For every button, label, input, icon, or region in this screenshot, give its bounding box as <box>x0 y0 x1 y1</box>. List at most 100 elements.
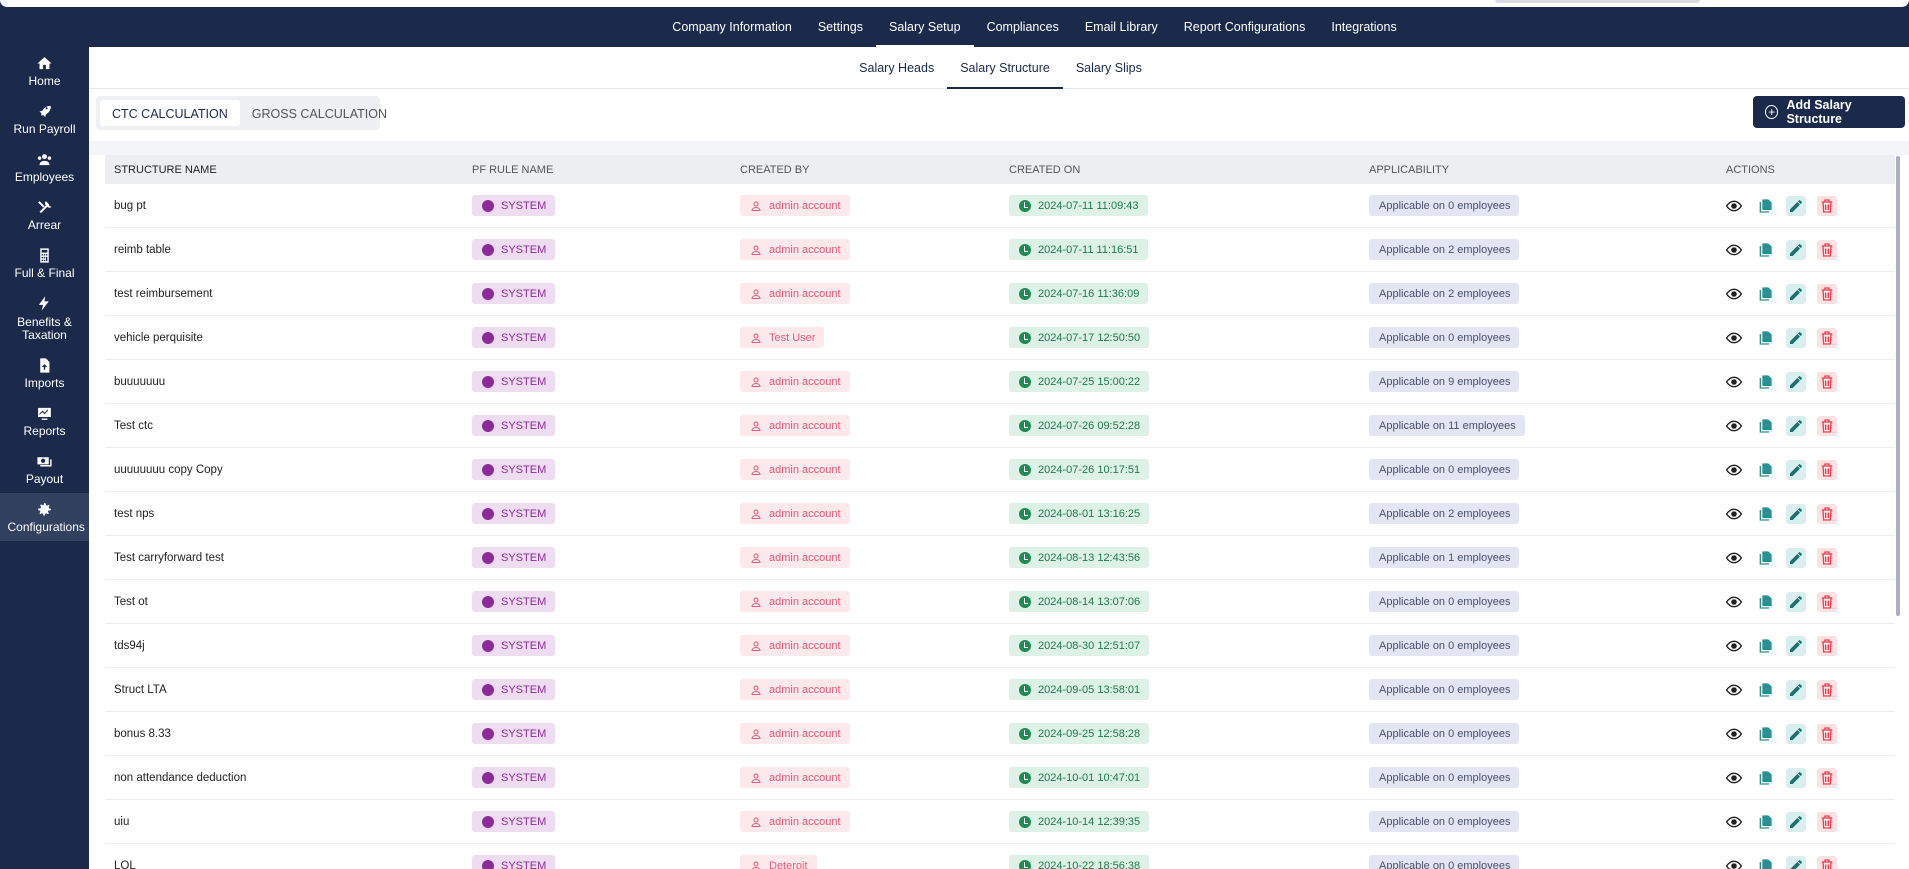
edit-icon[interactable] <box>1786 811 1806 832</box>
edit-icon[interactable] <box>1786 679 1806 700</box>
sidebar-item-configurations[interactable]: Configurations <box>0 493 89 541</box>
copy-icon[interactable] <box>1755 328 1775 348</box>
view-icon[interactable] <box>1724 372 1744 392</box>
created-on-cell: 2024-07-16 11:36:09 <box>1000 283 1360 304</box>
copy-icon[interactable] <box>1755 460 1775 480</box>
view-icon[interactable] <box>1724 592 1744 612</box>
sidebar-item-label: Run Payroll <box>13 122 76 136</box>
edit-icon[interactable] <box>1786 547 1806 568</box>
view-icon[interactable] <box>1724 284 1744 304</box>
top-nav-company-information[interactable]: Company Information <box>672 20 792 34</box>
edit-icon[interactable] <box>1786 635 1806 656</box>
edit-icon[interactable] <box>1786 415 1806 436</box>
view-icon[interactable] <box>1724 636 1744 656</box>
delete-icon[interactable] <box>1817 767 1837 788</box>
system-icon <box>482 595 494 608</box>
copy-icon[interactable] <box>1755 284 1775 304</box>
tab-salary-structure[interactable]: Salary Structure <box>947 47 1063 89</box>
top-nav-email-library[interactable]: Email Library <box>1084 20 1158 34</box>
copy-icon[interactable] <box>1755 636 1775 656</box>
user-icon <box>750 376 762 388</box>
copy-icon[interactable] <box>1755 592 1775 612</box>
delete-icon[interactable] <box>1817 723 1837 744</box>
tab-salary-heads[interactable]: Salary Heads <box>859 61 935 75</box>
delete-icon[interactable] <box>1817 503 1837 524</box>
copy-icon[interactable] <box>1755 680 1775 700</box>
copy-icon[interactable] <box>1755 768 1775 788</box>
sidebar-item-run-payroll[interactable]: Run Payroll <box>0 95 89 143</box>
delete-icon[interactable] <box>1817 415 1837 436</box>
view-icon[interactable] <box>1724 768 1744 788</box>
edit-icon[interactable] <box>1786 723 1806 744</box>
copy-icon[interactable] <box>1755 196 1775 216</box>
sidebar-item-home[interactable]: Home <box>0 47 89 95</box>
copy-icon[interactable] <box>1755 504 1775 524</box>
view-icon[interactable] <box>1724 416 1744 436</box>
delete-icon[interactable] <box>1817 547 1837 568</box>
pf-rule-name: SYSTEM <box>501 859 547 869</box>
edit-icon[interactable] <box>1786 767 1806 788</box>
view-icon[interactable] <box>1724 504 1744 524</box>
created-by-badge: admin account <box>740 459 850 480</box>
edit-icon[interactable] <box>1786 371 1806 392</box>
view-icon[interactable] <box>1724 548 1744 568</box>
delete-icon[interactable] <box>1817 459 1837 480</box>
edit-icon[interactable] <box>1786 503 1806 524</box>
tab-salary-slips[interactable]: Salary Slips <box>1075 61 1142 75</box>
edit-icon[interactable] <box>1786 855 1806 869</box>
sidebar-item-employees[interactable]: Employees <box>0 143 89 191</box>
gross-calculation-tab[interactable]: GROSS CALCULATION <box>251 107 387 121</box>
plus-circle-icon: + <box>1765 105 1779 119</box>
edit-icon[interactable] <box>1786 591 1806 612</box>
view-icon[interactable] <box>1724 856 1744 869</box>
delete-icon[interactable] <box>1817 283 1837 304</box>
delete-icon[interactable] <box>1817 811 1837 832</box>
sidebar-item-full-final[interactable]: Full & Final <box>0 239 89 287</box>
created-on-cell: 2024-09-05 13:58:01 <box>1000 679 1360 700</box>
sidebar-item-reports[interactable]: Reports <box>0 397 89 445</box>
view-icon[interactable] <box>1724 328 1744 348</box>
system-icon <box>482 331 494 344</box>
delete-icon[interactable] <box>1817 239 1837 260</box>
copy-icon[interactable] <box>1755 856 1775 869</box>
sidebar-item-arrear[interactable]: Arrear <box>0 191 89 239</box>
created-on-date: 2024-07-17 12:50:50 <box>1038 331 1141 344</box>
copy-icon[interactable] <box>1755 724 1775 744</box>
view-icon[interactable] <box>1724 240 1744 260</box>
view-icon[interactable] <box>1724 460 1744 480</box>
edit-icon[interactable] <box>1786 239 1806 260</box>
sidebar-item-benefits-taxation[interactable]: Benefits & Taxation <box>0 287 89 349</box>
delete-icon[interactable] <box>1817 635 1837 656</box>
delete-icon[interactable] <box>1817 327 1837 348</box>
ctc-calculation-tab[interactable]: CTC CALCULATION <box>100 100 240 126</box>
edit-icon[interactable] <box>1786 195 1806 216</box>
copy-icon[interactable] <box>1755 416 1775 436</box>
view-icon[interactable] <box>1724 680 1744 700</box>
copy-icon[interactable] <box>1755 812 1775 832</box>
delete-icon[interactable] <box>1817 591 1837 612</box>
delete-icon[interactable] <box>1817 195 1837 216</box>
add-salary-structure-button[interactable]: + Add Salary Structure <box>1753 96 1905 128</box>
top-nav-settings[interactable]: Settings <box>817 20 863 34</box>
created-on-date: 2024-08-01 13:16:25 <box>1038 507 1141 520</box>
copy-icon[interactable] <box>1755 548 1775 568</box>
top-nav-salary-setup[interactable]: Salary Setup <box>875 7 974 47</box>
edit-icon[interactable] <box>1786 459 1806 480</box>
view-icon[interactable] <box>1724 724 1744 744</box>
top-nav-compliances[interactable]: Compliances <box>986 20 1059 34</box>
delete-icon[interactable] <box>1817 855 1837 869</box>
delete-icon[interactable] <box>1817 371 1837 392</box>
created-on-cell: 2024-07-11 11:16:51 <box>1000 239 1360 260</box>
edit-icon[interactable] <box>1786 327 1806 348</box>
copy-icon[interactable] <box>1755 372 1775 392</box>
edit-icon[interactable] <box>1786 283 1806 304</box>
delete-icon[interactable] <box>1817 679 1837 700</box>
sidebar-item-payout[interactable]: Payout <box>0 445 89 493</box>
copy-icon[interactable] <box>1755 240 1775 260</box>
view-icon[interactable] <box>1724 196 1744 216</box>
sidebar-item-imports[interactable]: Imports <box>0 349 89 397</box>
top-nav-report-configurations[interactable]: Report Configurations <box>1183 20 1306 34</box>
table-scrollbar[interactable] <box>1896 156 1900 616</box>
top-nav-integrations[interactable]: Integrations <box>1331 20 1397 34</box>
view-icon[interactable] <box>1724 812 1744 832</box>
